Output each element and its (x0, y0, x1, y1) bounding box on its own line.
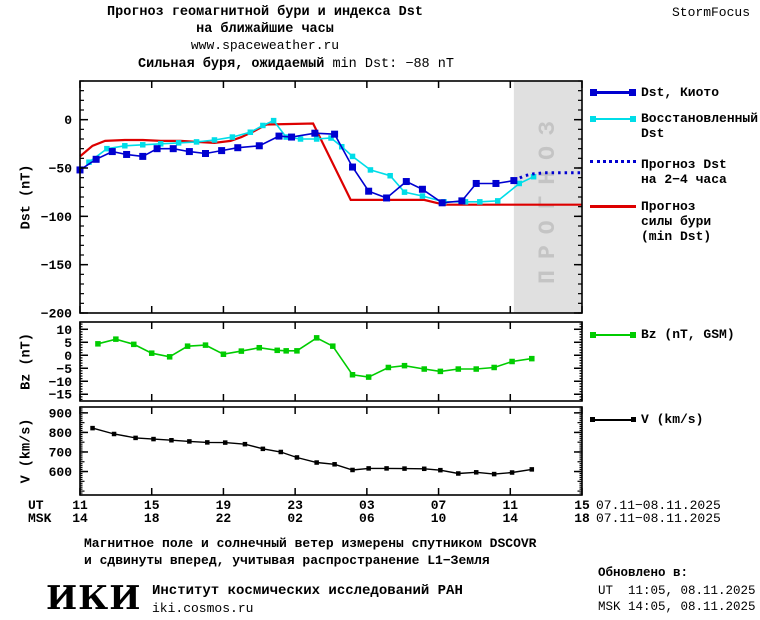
y-tick-label: 10 (56, 323, 72, 338)
ut-row-prefix: UT (28, 498, 44, 513)
source-url: www.spaceweather.ru (190, 38, 340, 53)
y-tick-label: 900 (49, 406, 73, 421)
ut-date-range: 07.11−08.11.2025 (596, 498, 721, 513)
y-tick-label: 0 (64, 349, 72, 364)
y-tick-label: −100 (41, 210, 72, 225)
line-icon (596, 117, 630, 120)
y-tick-label: −200 (41, 307, 72, 319)
series-прогноз-dst-на-2-4-часа (513, 171, 582, 182)
x-tick-ut: 11 (72, 498, 88, 513)
legend-restored-label-2: Dst (641, 126, 665, 141)
x-tick-ut: 15 (574, 498, 590, 513)
legend-restored-label-1: Восстановленный (641, 111, 759, 126)
updated-ut: UT 11:05, 08.11.2025 (598, 584, 756, 598)
legend-forecast-label-1: Прогноз Dst (641, 157, 727, 172)
data-source-note-2: и сдвинуты вперед, учитывая распростране… (84, 553, 490, 568)
y-tick-label: 700 (49, 445, 73, 460)
forecast-band-label: ПРОГНОЗ (535, 110, 561, 284)
legend-v-label: V (km/s) (641, 412, 704, 427)
y-tick-label: 5 (64, 336, 72, 351)
shared-x-axis: UT MSK 07.11−08.11.2025 07.11−08.11.2025… (0, 498, 760, 526)
dst-plot: ПРОГНОЗ 0 −50 −100 −150 −200 Dst (nT) (20, 80, 583, 319)
forecast-dotted-legend-marker-icon (590, 160, 636, 163)
line-icon (596, 333, 630, 336)
square-icon (590, 417, 595, 422)
msk-row-prefix: MSK (28, 511, 52, 526)
plot-frame (79, 406, 583, 496)
square-icon (590, 89, 597, 96)
legend-forecast-label-2: на 2−4 часа (641, 172, 727, 187)
x-tick-msk: 18 (574, 511, 590, 526)
x-tick-ut: 23 (287, 498, 303, 513)
iki-logo: ИКИ (46, 578, 142, 617)
bz-legend-marker-icon (590, 330, 636, 339)
institute-name: Институт космических исследований РАН (152, 583, 463, 599)
msk-date-range: 07.11−08.11.2025 (596, 511, 721, 526)
y-axis-title: V (km/s) (20, 419, 35, 484)
legend-kyoto-label: Dst, Киото (641, 85, 720, 100)
square-icon (590, 331, 596, 338)
square-icon (630, 331, 636, 338)
square-icon (629, 89, 636, 96)
y-axis-title: Dst (nT) (20, 165, 35, 230)
plot-frame (79, 80, 583, 314)
updated-msk: MSK 14:05, 08.11.2025 (598, 600, 756, 614)
square-icon (590, 115, 596, 122)
series-bz-nt-gsm- (95, 335, 535, 380)
x-tick-msk: 02 (287, 511, 303, 526)
storm-alert-text: Сильная буря, ожидаемый min Dst: −88 nT (138, 57, 454, 72)
y-tick-label: −15 (49, 388, 73, 403)
v-legend-marker-icon (590, 415, 636, 424)
x-tick-ut: 03 (359, 498, 375, 513)
title-line-2: на ближайшие часы (196, 22, 334, 37)
x-tick-ut: 07 (430, 498, 447, 513)
y-tick-label: 800 (49, 426, 73, 441)
square-icon (631, 417, 636, 422)
x-tick-msk: 10 (430, 511, 447, 526)
y-tick-label: −50 (49, 162, 73, 177)
x-tick-ut: 11 (502, 498, 519, 513)
line-icon (597, 91, 629, 94)
v-plot: 900 800 700 600 V (km/s) (20, 406, 583, 496)
series-v-km-s- (90, 425, 535, 477)
updated-label: Обновлено в: (598, 566, 689, 580)
x-tick-msk: 22 (215, 511, 232, 526)
series-dst-киото (76, 129, 518, 207)
brand-label: StormFocus (671, 5, 750, 20)
legend-storm-label-2: силы бури (641, 214, 712, 229)
y-tick-label: −150 (41, 258, 72, 273)
y-axis-title: Bz (nT) (20, 333, 35, 390)
x-tick-msk: 18 (143, 511, 160, 526)
forecast-band (513, 81, 582, 313)
restored-legend-marker-icon (590, 114, 636, 123)
legend-storm-label-3: (min Dst) (641, 229, 712, 244)
x-tick-msk: 14 (72, 511, 88, 526)
institute-site: iki.cosmos.ru (152, 601, 254, 616)
x-tick-msk: 14 (502, 511, 519, 526)
line-icon (595, 418, 631, 421)
storm-alert-bold: Сильная буря, ожидаемый (138, 57, 325, 72)
legend-storm-label-1: Прогноз (641, 199, 696, 214)
y-tick-label: −10 (49, 375, 73, 390)
x-tick-msk: 06 (359, 511, 375, 526)
y-tick-label: 600 (49, 465, 73, 480)
storm-forecast-legend-marker-icon (590, 202, 636, 211)
square-icon (630, 115, 636, 122)
legend-bz-label: Bz (nT, GSM) (641, 327, 735, 342)
storm-level-swatch (79, 52, 135, 75)
series-прогноз-силы-бури-min-dst- (79, 122, 582, 206)
data-source-note-1: Магнитное поле и солнечный ветер измерен… (84, 536, 537, 551)
y-tick-label: −5 (56, 362, 72, 377)
title-line-1: Прогноз геомагнитной бури и индекса Dst (107, 5, 423, 20)
kyoto-legend-marker-icon (590, 88, 636, 97)
page-title: Прогноз геомагнитной бури и индекса Dst … (0, 4, 530, 54)
y-tick-label: 0 (64, 113, 72, 128)
x-tick-ut: 19 (215, 498, 232, 513)
plot-frame (79, 321, 583, 402)
x-tick-ut: 15 (143, 498, 160, 513)
line-icon (590, 205, 636, 208)
storm-alert-value: min Dst: −88 nT (324, 57, 454, 72)
